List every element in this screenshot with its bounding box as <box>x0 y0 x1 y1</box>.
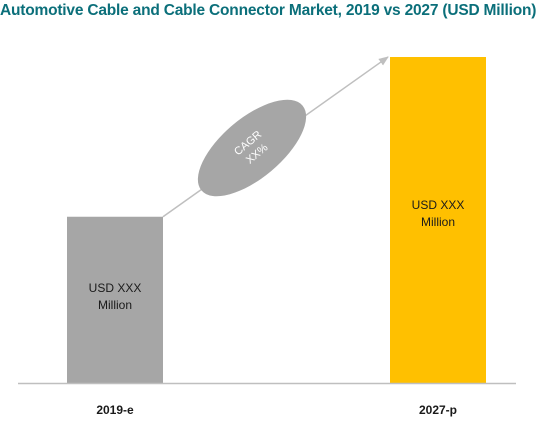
bar-2027-p <box>390 57 486 383</box>
bar-value-label: USD XXX Million <box>412 198 465 229</box>
bar-value-label: USD XXX Million <box>89 281 142 312</box>
cagr-annotation: CAGRXX% <box>197 99 307 197</box>
cagr-ellipse <box>197 99 307 197</box>
bar-2019-e <box>67 216 163 383</box>
chart-title: Automotive Cable and Cable Connector Mar… <box>0 2 536 19</box>
x-tick-label: 2019-e <box>96 403 134 417</box>
x-tick-label: 2027-p <box>419 403 457 417</box>
